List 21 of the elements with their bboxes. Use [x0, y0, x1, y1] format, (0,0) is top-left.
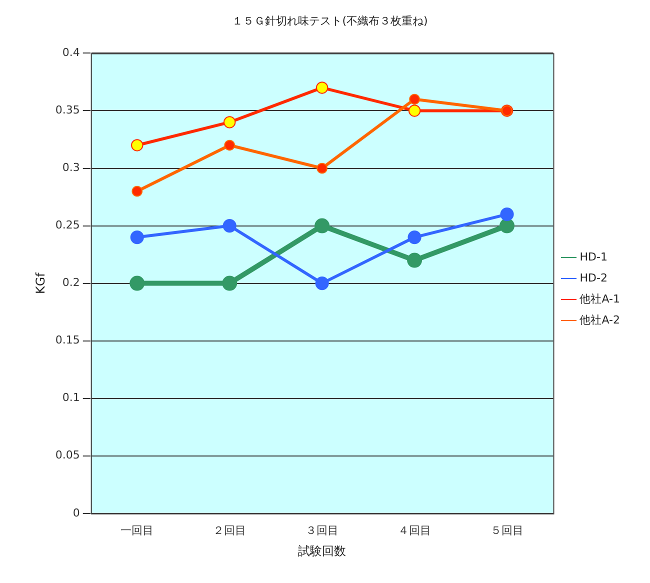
y-tick-label: 0.15: [55, 334, 80, 347]
y-tick-label: 0.1: [62, 391, 80, 404]
chart-title: １５Ｇ針切れ味テスト(不織布３枚重ね): [232, 14, 428, 28]
legend-label: 他社A-1: [580, 292, 620, 306]
y-tick-label: 0.2: [62, 276, 80, 290]
y-tick-label: 0.25: [55, 218, 80, 232]
legend-label: HD-2: [580, 271, 608, 284]
x-tick-label: ５回目: [490, 524, 524, 537]
y-axis-title: KGf: [33, 272, 48, 294]
y-tick-label: 0.05: [55, 448, 80, 462]
y-tick-label: 0.35: [55, 104, 80, 117]
x-tick-label: ４回目: [398, 524, 432, 537]
y-tick-label: 0: [72, 506, 80, 520]
legend-label: HD-1: [580, 250, 608, 264]
x-tick-label: ３回目: [306, 524, 339, 537]
legend-label: 他社A-2: [580, 313, 620, 326]
y-tick-label: 0.3: [62, 161, 80, 174]
y-tick-label: 0.4: [62, 46, 80, 60]
x-tick-label: ２回目: [213, 524, 246, 537]
x-axis-title: 試験回数: [298, 544, 346, 558]
x-tick-label: 一回目: [120, 524, 154, 537]
